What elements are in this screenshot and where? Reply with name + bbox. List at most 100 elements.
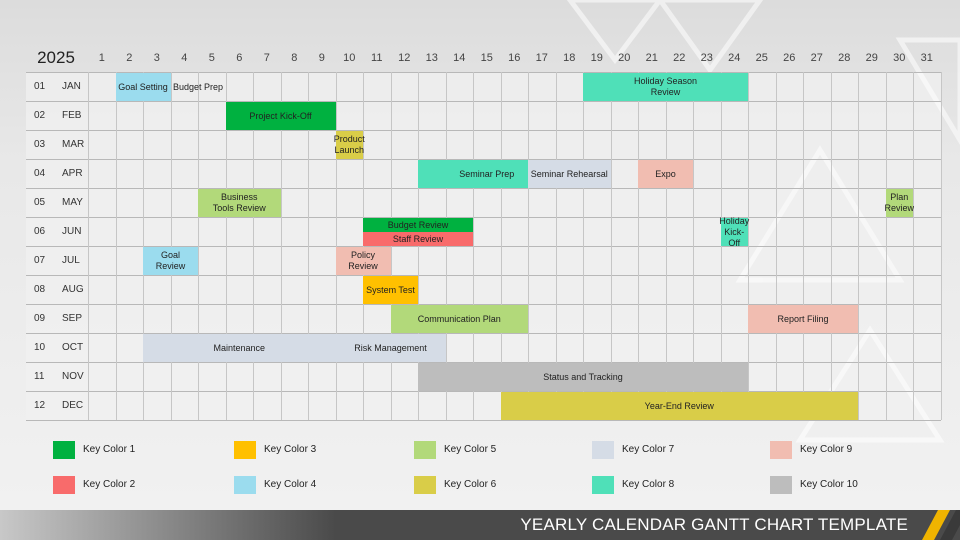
day-header: 3 — [153, 52, 160, 64]
month-number: 07 — [34, 255, 46, 266]
legend-label: Key Color 2 — [83, 479, 136, 490]
month-label: 02 FEB — [26, 101, 86, 130]
grid-line — [720, 72, 722, 420]
grid-line — [775, 72, 777, 420]
year-label: 2025 — [37, 48, 75, 67]
legend-label: Key Color 4 — [264, 479, 317, 490]
grid-line — [665, 72, 667, 420]
month-name: JUN — [62, 226, 82, 237]
grid-line — [858, 72, 859, 420]
month-name: OCT — [62, 342, 84, 353]
task-bar: Staff Review — [363, 232, 473, 246]
grid-line — [390, 72, 392, 420]
month-name: MAR — [62, 139, 85, 150]
grid-line — [198, 72, 199, 420]
task-bar: Budget Review — [363, 218, 473, 232]
task-bar: System Test — [363, 276, 418, 304]
task-bar: Budget Prep — [172, 82, 224, 92]
task-bar: Holiday Season Review — [583, 73, 748, 101]
month-number: 06 — [34, 226, 46, 237]
grid-line — [170, 72, 172, 420]
day-header: 23 — [700, 52, 713, 64]
month-name: JUL — [62, 255, 80, 266]
month-label: 07 JUL — [26, 246, 86, 275]
legend-label: Key Color 8 — [622, 479, 675, 490]
task-bar: Goal Setting — [115, 73, 171, 101]
grid-line — [115, 72, 117, 420]
grid-line — [940, 72, 942, 420]
grid-line — [26, 420, 941, 421]
month-name: JAN — [62, 81, 81, 92]
day-header: 29 — [865, 52, 878, 64]
day-header: 15 — [480, 52, 493, 64]
day-header: 13 — [425, 52, 438, 64]
month-label: 11 NOV — [26, 362, 86, 391]
task-bar: Expo — [638, 160, 693, 188]
month-number: 09 — [34, 313, 46, 324]
grid-line — [26, 101, 941, 102]
legend-item: Key Color 6 — [414, 476, 554, 496]
month-number: 05 — [34, 197, 46, 208]
grid-line — [610, 72, 612, 420]
month-label: 06 JUN — [26, 217, 86, 246]
day-header: 28 — [838, 52, 851, 64]
grid-line — [26, 304, 941, 305]
month-name: APR — [62, 168, 83, 179]
grid-line — [748, 72, 749, 420]
grid-line — [830, 72, 832, 420]
grid-line — [418, 72, 419, 420]
day-header: 16 — [508, 52, 521, 64]
grid-line — [528, 72, 529, 420]
month-label: 03 MAR — [26, 130, 86, 159]
legend-swatch — [53, 441, 75, 459]
task-bar: Product Launch — [334, 131, 365, 159]
legend-item: Key Color 7 — [592, 441, 732, 461]
day-header: 6 — [236, 52, 243, 64]
task-bar: Maintenance — [143, 334, 336, 362]
grid-line — [445, 72, 447, 420]
grid-line — [885, 72, 887, 420]
grid-line — [26, 188, 941, 189]
legend-item: Key Color 1 — [53, 441, 193, 461]
legend-swatch — [770, 476, 792, 494]
day-header: 11 — [371, 52, 383, 64]
day-header: 10 — [343, 52, 356, 64]
grid-line — [638, 72, 639, 420]
day-header: 5 — [208, 52, 215, 64]
legend-label: Key Color 7 — [622, 444, 675, 455]
day-header: 4 — [181, 52, 188, 64]
grid-line — [913, 72, 914, 420]
legend-label: Key Color 1 — [83, 444, 136, 455]
legend-item: Key Color 3 — [234, 441, 374, 461]
month-label: 09 SEP — [26, 304, 86, 333]
grid-line — [363, 72, 364, 420]
day-header: 24 — [728, 52, 741, 64]
legend-swatch — [234, 441, 256, 459]
legend-item: Key Color 8 — [592, 476, 732, 496]
grid-line — [88, 72, 89, 420]
month-number: 04 — [34, 168, 46, 179]
task-bar: Communication Plan — [390, 305, 528, 333]
grid-line — [26, 391, 941, 392]
day-header: 21 — [645, 52, 658, 64]
day-header: 9 — [318, 52, 325, 64]
day-header: 30 — [893, 52, 906, 64]
day-header: 20 — [618, 52, 631, 64]
task-bar: Risk Management — [335, 334, 446, 362]
grid-line — [26, 362, 941, 363]
month-name: FEB — [62, 110, 82, 121]
day-header: 22 — [673, 52, 686, 64]
day-header: 25 — [755, 52, 768, 64]
grid-line — [803, 72, 804, 420]
task-bar: Report Filing — [748, 305, 858, 333]
task-bar: Goal Review — [143, 247, 198, 275]
legend-swatch — [234, 476, 256, 494]
legend-item: Key Color 2 — [53, 476, 193, 496]
task-bar: Business Tools Review — [198, 189, 281, 217]
legend-label: Key Color 6 — [444, 479, 497, 490]
month-number: 03 — [34, 139, 46, 150]
grid-line — [26, 130, 941, 131]
grid-line — [26, 275, 941, 276]
month-name: NOV — [62, 371, 84, 382]
legend-label: Key Color 3 — [264, 444, 317, 455]
